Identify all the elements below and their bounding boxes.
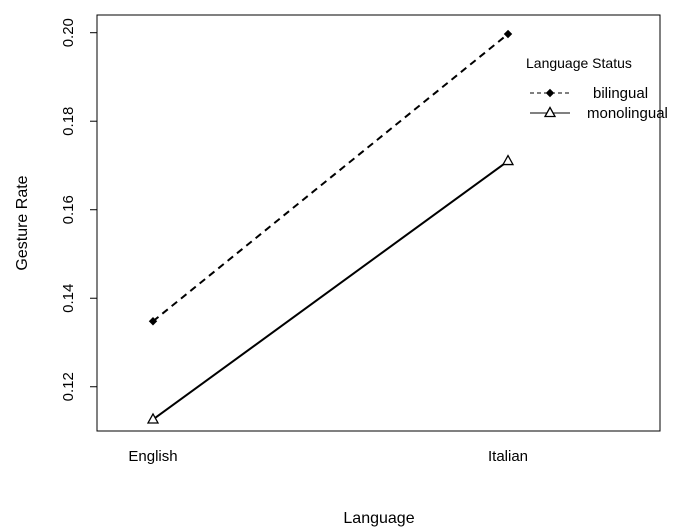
data-point-bilingual [148,317,158,326]
legend-swatch-marker [545,88,555,98]
x-tick-label: English [128,448,177,465]
y-tick-label: 0.20 [60,18,77,47]
series-bilingual [148,29,513,326]
legend: Language Status bilingual monolingual [526,55,668,122]
x-axis-title: Language [343,510,414,527]
series-line-monolingual [152,160,509,421]
y-axis-title: Gesture Rate [14,175,31,270]
series-monolingual [146,154,515,424]
x-axis: English Italian [128,448,528,465]
plot-frame [96,14,661,432]
series-layer [146,29,515,424]
x-tick-label: Italian [488,448,528,465]
legend-items: bilingual monolingual [530,85,668,122]
y-axis: 0.12 0.14 0.16 0.18 0.20 [60,18,98,401]
legend-swatch-marker [543,106,557,118]
data-point-bilingual [503,29,513,39]
y-tick-label: 0.18 [60,107,77,136]
legend-item-monolingual: monolingual [530,105,668,122]
legend-title: Language Status [526,55,632,71]
legend-label: bilingual [593,85,648,102]
data-point-monolingual [501,154,515,166]
series-line-bilingual [152,33,509,323]
y-tick-label: 0.16 [60,195,77,224]
y-tick-label: 0.14 [60,284,77,313]
legend-label: monolingual [587,105,668,122]
data-point-monolingual [146,412,160,424]
y-tick-label: 0.12 [60,372,77,401]
legend-item-bilingual: bilingual [530,85,648,102]
